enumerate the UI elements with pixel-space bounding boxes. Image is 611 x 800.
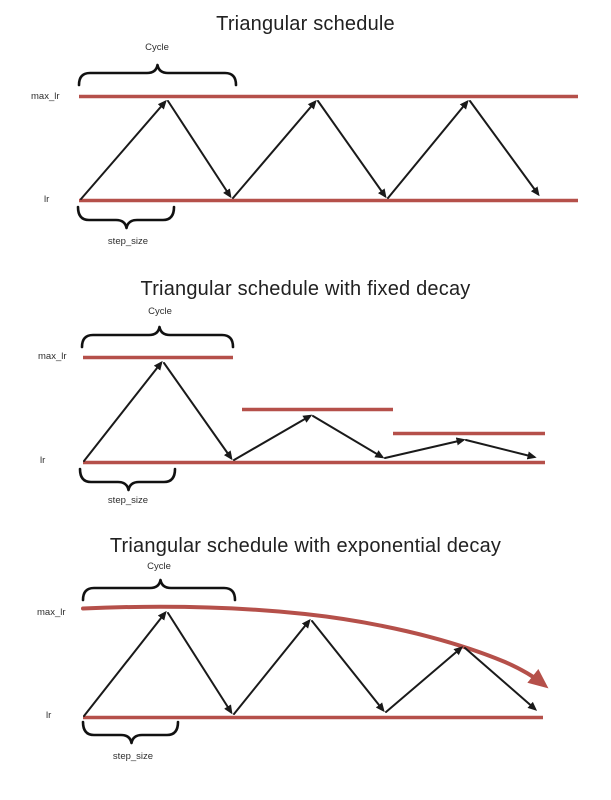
panel2-title: Triangular schedule with fixed decay: [140, 278, 471, 300]
panel2-down-arrow-3: [465, 439, 537, 460]
panel3-down-arrow-3: [464, 647, 538, 711]
panel3-up-arrow-2: [233, 618, 311, 715]
panel3-step-size-brace: [81, 720, 180, 745]
panel3-cycle-label: Cycle: [147, 561, 171, 572]
panel2-up-arrow-1: [83, 360, 163, 462]
panel3-up-arrow-1: [83, 610, 167, 717]
panel2-up-arrow-3: [384, 437, 466, 459]
panel2-step-size-label: step_size: [107, 495, 149, 506]
panel1-up-arrow-2: [232, 99, 317, 199]
panel2-max-lr-label: max_lr: [38, 351, 67, 362]
panel3-graphics: [81, 578, 549, 745]
panel2-cycle-label: Cycle: [148, 306, 172, 317]
panel1-lr-label: lr: [44, 194, 50, 205]
panel3-exponential-decay-curve: [81, 604, 549, 689]
panel2-graphics: [78, 325, 545, 492]
panel2-cycle-brace: [80, 325, 235, 349]
panel1-step-size-brace: [76, 205, 176, 230]
panel3-lr-label: lr: [46, 710, 52, 721]
panel1-up-arrow-1: [80, 99, 167, 200]
panel3-down-arrow-1: [167, 612, 233, 715]
panel1-down-arrow-2: [317, 100, 387, 199]
panel3-step-size-label: step_size: [112, 751, 154, 762]
panel3-down-arrow-2: [311, 620, 385, 713]
panel2-lr-label: lr: [40, 455, 46, 466]
panel3-cycle-brace: [81, 578, 237, 602]
panel2-step-size-brace: [78, 467, 177, 492]
panel3-title: Triangular schedule with exponential dec…: [109, 535, 502, 557]
panel1-graphics: [76, 63, 578, 230]
panel3-up-arrow-3: [385, 646, 464, 713]
panel1-step-size-label: step_size: [107, 236, 149, 247]
panel2-down-arrow-1: [163, 362, 233, 461]
panel1-down-arrow-1: [167, 100, 232, 199]
panel2-down-arrow-2: [312, 415, 385, 459]
panel1-cycle-label: Cycle: [145, 42, 169, 53]
panel1-cycle-brace: [77, 63, 238, 87]
panel1-down-arrow-3: [469, 100, 540, 197]
panel1-up-arrow-3: [387, 99, 469, 199]
panel3-max-lr-label: max_lr: [37, 607, 66, 618]
panel1-max-lr-label: max_lr: [31, 91, 60, 102]
panel2-up-arrow-2: [233, 414, 313, 461]
panel1-title: Triangular schedule: [216, 13, 395, 35]
